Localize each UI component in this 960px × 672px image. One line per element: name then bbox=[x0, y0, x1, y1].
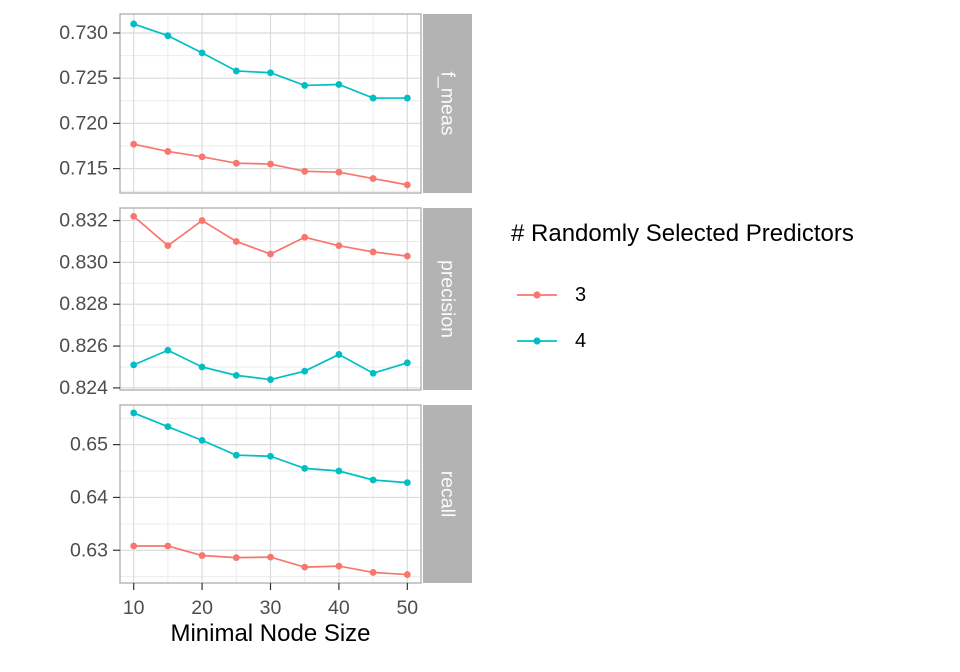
facet-strip-label: recall bbox=[437, 471, 459, 518]
data-point-3 bbox=[403, 181, 411, 189]
x-tick-label: 40 bbox=[328, 597, 350, 619]
data-point-3 bbox=[198, 153, 206, 161]
data-point-3 bbox=[164, 242, 172, 250]
data-point-4 bbox=[198, 363, 206, 371]
x-tick-label: 30 bbox=[260, 597, 282, 619]
data-point-3 bbox=[164, 542, 172, 550]
data-point-3 bbox=[267, 250, 274, 258]
data-point-4 bbox=[267, 452, 274, 460]
y-tick-label: 0.720 bbox=[59, 112, 108, 134]
data-point-4 bbox=[164, 423, 172, 431]
data-point-3 bbox=[130, 140, 138, 148]
data-point-3 bbox=[403, 252, 411, 260]
y-tick-label: 0.826 bbox=[59, 335, 108, 357]
x-tick-label: 20 bbox=[191, 597, 213, 619]
x-tick-label: 10 bbox=[123, 597, 145, 619]
data-point-4 bbox=[130, 361, 138, 369]
data-point-4 bbox=[232, 371, 240, 379]
legend-entry-3: 3 bbox=[515, 282, 854, 308]
data-point-4 bbox=[403, 359, 411, 367]
data-point-3 bbox=[232, 238, 240, 245]
data-point-3 bbox=[335, 168, 343, 176]
facet-strip-label: f_meas bbox=[437, 72, 459, 136]
panel-border bbox=[119, 13, 422, 194]
facet-strip-label: precision bbox=[437, 260, 459, 338]
legend-key-icon bbox=[517, 337, 557, 345]
facet-strip-recall bbox=[423, 405, 472, 583]
data-point-4 bbox=[403, 479, 411, 487]
data-point-3 bbox=[335, 242, 343, 250]
legend-key-icon bbox=[517, 291, 557, 299]
data-point-3 bbox=[198, 217, 206, 224]
data-point-3 bbox=[301, 167, 309, 175]
y-tick-label: 0.830 bbox=[59, 251, 108, 273]
y-tick-label: 0.715 bbox=[59, 158, 108, 180]
data-point-3 bbox=[301, 233, 309, 241]
y-tick-label: 0.730 bbox=[59, 22, 108, 44]
y-tick-label: 0.824 bbox=[59, 377, 108, 399]
data-point-4 bbox=[198, 436, 206, 444]
data-point-4 bbox=[267, 69, 274, 77]
data-point-3 bbox=[403, 571, 411, 578]
x-axis-title: Minimal Node Size bbox=[170, 620, 371, 647]
legend-entry-4: 4 bbox=[515, 328, 854, 354]
data-point-4 bbox=[369, 476, 377, 484]
data-point-4 bbox=[369, 369, 377, 377]
data-point-3 bbox=[232, 159, 240, 167]
panel-border bbox=[119, 207, 422, 391]
data-point-4 bbox=[301, 464, 309, 472]
data-point-3 bbox=[130, 542, 138, 550]
legend-title: # Randomly Selected Predictors bbox=[511, 220, 854, 247]
data-point-3 bbox=[232, 554, 240, 562]
y-tick-label: 0.828 bbox=[59, 293, 108, 315]
data-point-4 bbox=[335, 81, 343, 88]
y-tick-label: 0.63 bbox=[70, 539, 108, 561]
data-point-4 bbox=[232, 451, 240, 459]
data-point-4 bbox=[164, 346, 172, 354]
data-point-3 bbox=[267, 160, 274, 168]
data-point-4 bbox=[335, 467, 343, 475]
data-point-4 bbox=[301, 367, 309, 375]
y-tick-label: 0.725 bbox=[59, 67, 108, 89]
data-point-4 bbox=[198, 49, 206, 57]
legend-entry-label: 3 bbox=[575, 283, 587, 306]
data-point-3 bbox=[369, 248, 377, 256]
facet-strip-precision bbox=[423, 208, 472, 390]
data-point-4 bbox=[130, 20, 138, 28]
data-point-4 bbox=[232, 67, 240, 75]
x-tick-label: 50 bbox=[396, 597, 418, 619]
data-point-3 bbox=[301, 563, 309, 571]
y-tick-label: 0.64 bbox=[70, 486, 108, 508]
data-point-3 bbox=[369, 569, 377, 576]
data-point-3 bbox=[164, 148, 172, 155]
data-point-3 bbox=[130, 212, 138, 220]
legend-entry-label: 4 bbox=[575, 329, 587, 352]
data-point-3 bbox=[369, 175, 377, 182]
y-tick-label: 0.832 bbox=[59, 210, 108, 232]
facet-strip-f_meas bbox=[423, 14, 472, 193]
data-point-4 bbox=[267, 376, 274, 383]
data-point-4 bbox=[164, 32, 172, 40]
data-point-4 bbox=[301, 82, 309, 89]
data-point-4 bbox=[130, 409, 138, 417]
y-tick-label: 0.65 bbox=[70, 434, 108, 456]
data-point-3 bbox=[267, 553, 274, 561]
data-point-4 bbox=[369, 94, 377, 102]
data-point-3 bbox=[198, 552, 206, 559]
data-point-4 bbox=[403, 94, 411, 102]
data-point-4 bbox=[335, 351, 343, 358]
data-point-3 bbox=[335, 562, 343, 570]
